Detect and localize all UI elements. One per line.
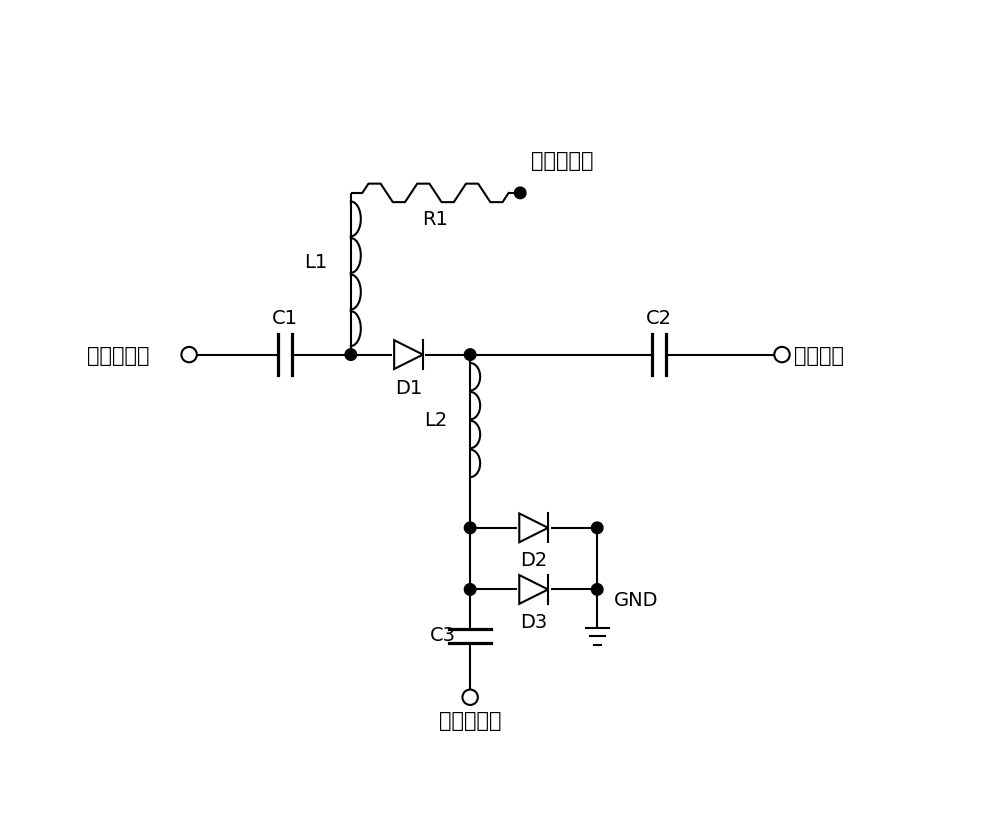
Circle shape — [462, 690, 478, 705]
Text: GND: GND — [614, 592, 659, 611]
Circle shape — [464, 522, 476, 534]
Text: C3: C3 — [430, 626, 456, 645]
Circle shape — [591, 522, 603, 534]
Text: R1: R1 — [423, 210, 448, 229]
Text: 低波段端口: 低波段端口 — [439, 711, 501, 731]
Circle shape — [464, 349, 476, 361]
Text: C1: C1 — [272, 308, 298, 327]
Text: C2: C2 — [646, 308, 672, 327]
Text: L2: L2 — [424, 411, 447, 430]
Text: 高波段端口: 高波段端口 — [87, 347, 149, 366]
Text: 高波段偏置: 高波段偏置 — [531, 151, 594, 171]
Text: D3: D3 — [520, 612, 547, 632]
Circle shape — [181, 347, 197, 362]
Circle shape — [464, 583, 476, 595]
Circle shape — [591, 583, 603, 595]
Text: D1: D1 — [395, 379, 422, 398]
Text: D2: D2 — [520, 551, 547, 570]
Text: 公共端口: 公共端口 — [794, 347, 844, 366]
Circle shape — [774, 347, 790, 362]
Circle shape — [345, 349, 357, 361]
Text: L1: L1 — [304, 253, 328, 272]
Circle shape — [514, 187, 526, 199]
